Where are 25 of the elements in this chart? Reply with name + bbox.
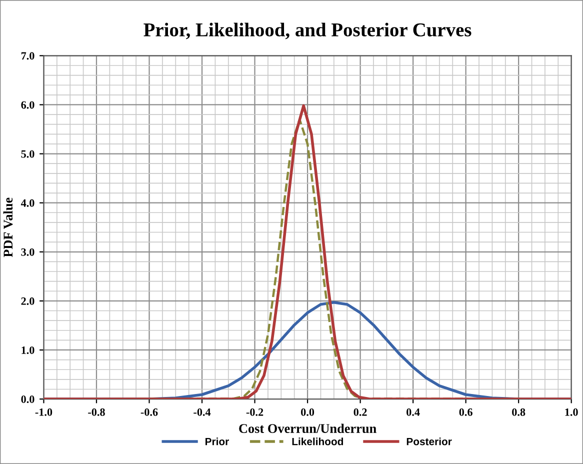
- x-tick-label: 1.0: [565, 408, 578, 416]
- x-tick-label: 0.0: [301, 408, 314, 416]
- legend-label: Prior: [206, 438, 229, 446]
- y-tick-label: 4.0: [20, 199, 34, 207]
- y-tick-label: 0.0: [21, 396, 34, 404]
- y-axis-title: PDF Value: [3, 198, 13, 258]
- y-tick-label: 1.0: [22, 346, 34, 354]
- x-tick-label: 0.8: [512, 408, 526, 416]
- y-tick-label: 3.0: [21, 248, 34, 256]
- chart-title: Prior, Likelihood, and Posterior Curves: [144, 22, 472, 40]
- y-tick-label: 5.0: [21, 150, 34, 158]
- y-tick-label: 6.0: [21, 101, 34, 109]
- x-tick-label: -0.2: [246, 408, 264, 416]
- y-tick-label: 2.0: [21, 297, 34, 305]
- x-tick-label: -1.0: [35, 408, 52, 416]
- x-tick-label: 0.2: [354, 408, 367, 416]
- y-tick-label: 7.0: [21, 52, 34, 60]
- legend-label: Likelihood: [292, 438, 344, 446]
- x-tick-label: -0.6: [140, 408, 158, 416]
- x-tick-label: 0.6: [459, 408, 472, 416]
- x-axis-title: Cost Overrun/Underrun: [239, 424, 376, 434]
- x-tick-label: -0.4: [194, 408, 211, 416]
- legend-label: Posterior: [406, 438, 452, 446]
- x-tick-label: 0.4: [406, 408, 420, 416]
- x-tick-label: -0.8: [88, 408, 105, 416]
